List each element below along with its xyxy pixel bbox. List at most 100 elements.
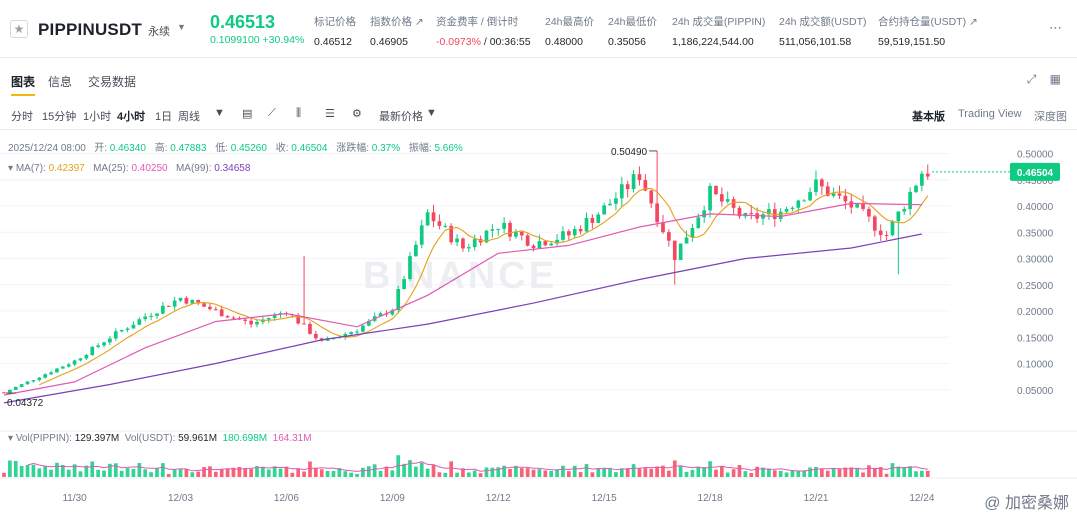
volume-bar — [637, 468, 642, 477]
candle-body — [472, 239, 477, 248]
expand-icon[interactable]: ⤢ — [1026, 72, 1037, 86]
volume-bar — [284, 466, 289, 477]
favorite-star-icon[interactable]: ★ — [10, 20, 28, 38]
stat-24h-volume: 24h 成交量(PIPPIN) 1,186,224,544.00 — [672, 14, 765, 48]
candle-body — [725, 199, 730, 202]
candle-body — [72, 360, 77, 365]
candle-body — [702, 210, 707, 218]
candle-body — [508, 222, 512, 237]
stat-value: 0.35056 — [608, 36, 646, 48]
volume-bar — [84, 465, 89, 477]
volume-bar — [8, 460, 12, 477]
candle-body — [249, 320, 253, 325]
price-chart[interactable]: 0.50000 0.45000 0.40000 0.35000 0.30000 0.250… — [0, 131, 1077, 521]
volume-bar — [655, 466, 659, 477]
volume-bar — [249, 468, 253, 477]
volume-bar — [190, 472, 195, 477]
interval-week[interactable]: 周线 — [178, 111, 200, 123]
volume-bar — [890, 463, 895, 477]
price-type-select[interactable]: 最新价格 — [379, 111, 423, 123]
candle-body — [466, 247, 471, 249]
candle-body — [914, 185, 918, 193]
candle-body — [455, 238, 459, 243]
interval-1h[interactable]: 1小时 — [83, 111, 112, 123]
volume-bar — [102, 470, 106, 477]
chevron-down-icon[interactable]: ▾ — [8, 433, 14, 444]
volume-bar — [619, 468, 624, 477]
volume-bar — [737, 465, 742, 477]
volume-bar — [231, 467, 236, 477]
chevron-down-icon[interactable]: ▼ — [426, 107, 437, 119]
volume-bar — [437, 472, 442, 477]
indicator-icon[interactable]: ▤ — [242, 108, 253, 120]
candle-body — [543, 241, 548, 246]
volume-bar — [849, 467, 854, 477]
chevron-down-icon[interactable]: ▾ — [8, 163, 14, 174]
candle-body — [166, 305, 171, 307]
ma25-value: 0.40250 — [131, 163, 168, 174]
candle-body — [378, 313, 383, 317]
interval-15m[interactable]: 15分钟 — [42, 111, 77, 123]
candle-body — [896, 211, 901, 222]
view-tradingview[interactable]: Trading View — [958, 108, 1022, 120]
candle-body — [890, 221, 895, 236]
contract-type[interactable]: 永续 — [148, 26, 170, 38]
volume-bar — [478, 473, 483, 477]
tab-info[interactable]: 信息 — [48, 75, 73, 89]
close-label: 收: — [275, 143, 289, 154]
ellipsis-icon[interactable]: ⋯ — [1049, 20, 1063, 35]
author-watermark: @ 加密桑娜 — [984, 495, 1069, 512]
volume-bar — [402, 463, 406, 477]
layout-grid-icon[interactable]: ▦ — [1049, 72, 1061, 86]
volume-bar — [31, 464, 36, 477]
candle-body — [684, 237, 689, 244]
candle-body — [231, 317, 236, 319]
amplitude-value: 5.66% — [434, 143, 463, 154]
candle-body — [561, 231, 565, 240]
tab-trading-data[interactable]: 交易数据 — [88, 75, 137, 89]
volume-bar — [66, 469, 71, 477]
volume-bar — [902, 467, 907, 477]
volume-bar — [302, 471, 306, 477]
tab-chart[interactable]: 图表 — [11, 75, 36, 89]
volume-bar — [884, 473, 889, 477]
candle-body — [49, 372, 53, 375]
gear-icon[interactable]: ⚙ — [352, 108, 362, 120]
volume-bar — [578, 472, 583, 477]
candle-type-icon[interactable]: ⫼ — [296, 107, 302, 119]
volume-bar — [237, 466, 242, 477]
vol-value: 129.397M — [74, 433, 120, 444]
candle-body — [225, 316, 230, 318]
volume-bar — [208, 466, 212, 477]
ohlc-legend: 2025/12/24 08:00 开: 0.46340 高: 0.47883 低… — [8, 139, 469, 154]
candle-body — [431, 212, 436, 222]
high-marker-label: 0.50490 — [611, 147, 648, 158]
last-price: 0.46513 — [210, 12, 276, 32]
draw-line-icon[interactable]: ⟋ — [268, 107, 276, 119]
candle-body — [302, 323, 306, 325]
stat-open-interest[interactable]: 合约持仓量(USDT) ↗ 59,519,151.50 — [878, 14, 978, 48]
low-label: 低: — [215, 143, 228, 154]
compare-icon[interactable]: ☰ — [325, 108, 335, 120]
chevron-down-icon[interactable]: ▼ — [177, 22, 186, 32]
chart-area[interactable]: 0.50000 0.45000 0.40000 0.35000 0.30000 0.250… — [0, 131, 1077, 521]
interval-dropdown-icon[interactable]: ▼ — [214, 107, 225, 119]
interval-4h[interactable]: 4小时 — [117, 111, 146, 123]
candle-body — [125, 328, 130, 330]
candle-body — [143, 316, 148, 320]
stat-label: 24h最高价 — [545, 16, 595, 28]
view-depth[interactable]: 深度图 — [1034, 111, 1067, 123]
volume-bar — [496, 467, 501, 477]
interval-1[interactable]: 分时 — [11, 111, 33, 123]
candle-body — [355, 331, 359, 333]
stat-label: 24h最低价 — [608, 16, 658, 28]
change-label: 涨跌幅: — [336, 143, 369, 154]
interval-1d[interactable]: 1日 — [155, 111, 173, 123]
symbol-title[interactable]: PIPPINUSDT — [38, 20, 143, 39]
stat-index-price[interactable]: 指数价格 ↗ 0.46905 — [370, 14, 424, 48]
view-basic[interactable]: 基本版 — [912, 111, 945, 123]
volume-bar — [549, 470, 554, 477]
candle-body — [884, 235, 889, 237]
stat-label: 标记价格 — [314, 16, 356, 28]
volume-bar — [508, 468, 512, 477]
